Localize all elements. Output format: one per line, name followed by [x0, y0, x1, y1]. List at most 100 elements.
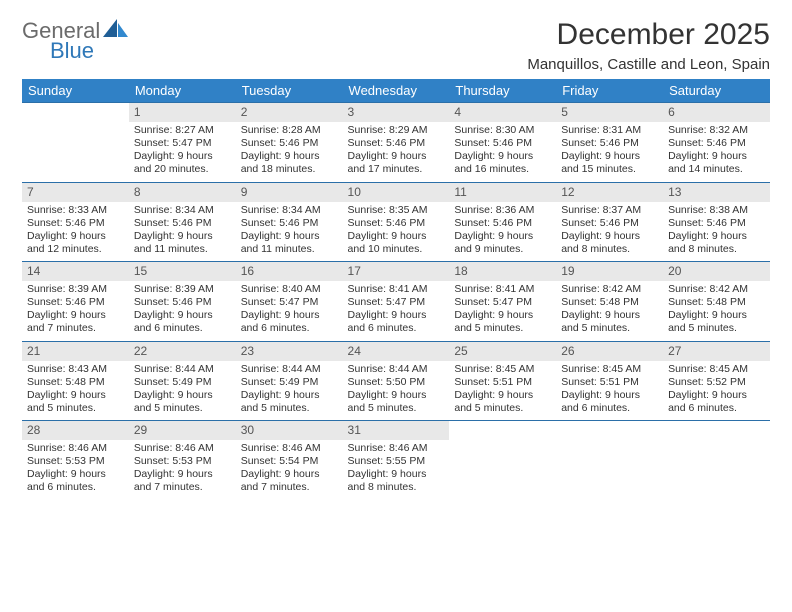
day-info-line: Daylight: 9 hours and 8 minutes. [668, 230, 765, 256]
day-info-line: Daylight: 9 hours and 9 minutes. [454, 230, 551, 256]
day-number: 2 [236, 103, 343, 122]
day-info-line: Sunset: 5:46 PM [134, 217, 231, 230]
day-info-line: Sunrise: 8:42 AM [561, 283, 658, 296]
day-info-line: Sunrise: 8:40 AM [241, 283, 338, 296]
day-info-line: Sunset: 5:53 PM [134, 455, 231, 468]
day-info-line: Sunrise: 8:31 AM [561, 124, 658, 137]
day-info-line: Sunset: 5:46 PM [27, 217, 124, 230]
day-info-line: Sunrise: 8:41 AM [348, 283, 445, 296]
day-info-line: Sunrise: 8:28 AM [241, 124, 338, 137]
day-info-line: Sunset: 5:46 PM [668, 217, 765, 230]
day-info-line: Sunset: 5:54 PM [241, 455, 338, 468]
day-number: 20 [663, 262, 770, 281]
day-number: 31 [343, 421, 450, 440]
day-info-line: Daylight: 9 hours and 7 minutes. [134, 468, 231, 494]
calendar-day-cell: 21Sunrise: 8:43 AMSunset: 5:48 PMDayligh… [22, 341, 129, 421]
calendar-day-cell: 8Sunrise: 8:34 AMSunset: 5:46 PMDaylight… [129, 182, 236, 262]
day-info-line: Daylight: 9 hours and 14 minutes. [668, 150, 765, 176]
calendar-day-cell: 18Sunrise: 8:41 AMSunset: 5:47 PMDayligh… [449, 262, 556, 342]
brand-logo: General Blue [22, 18, 129, 64]
day-info-line: Daylight: 9 hours and 15 minutes. [561, 150, 658, 176]
calendar-day-cell: 12Sunrise: 8:37 AMSunset: 5:46 PMDayligh… [556, 182, 663, 262]
day-info-line: Sunrise: 8:33 AM [27, 204, 124, 217]
day-info-line: Daylight: 9 hours and 8 minutes. [348, 468, 445, 494]
title-block: December 2025 Manquillos, Castille and L… [527, 18, 770, 73]
day-info-line: Sunrise: 8:45 AM [454, 363, 551, 376]
day-info-line: Sunrise: 8:36 AM [454, 204, 551, 217]
day-info-line: Sunrise: 8:45 AM [668, 363, 765, 376]
calendar-week-row: 1Sunrise: 8:27 AMSunset: 5:47 PMDaylight… [22, 103, 770, 183]
day-info-line: Daylight: 9 hours and 12 minutes. [27, 230, 124, 256]
day-info-line: Sunset: 5:46 PM [348, 137, 445, 150]
day-info-line: Sunset: 5:48 PM [668, 296, 765, 309]
calendar-body: 1Sunrise: 8:27 AMSunset: 5:47 PMDaylight… [22, 103, 770, 500]
day-info-line: Sunset: 5:47 PM [241, 296, 338, 309]
day-info-line: Daylight: 9 hours and 7 minutes. [241, 468, 338, 494]
calendar-day-cell: 4Sunrise: 8:30 AMSunset: 5:46 PMDaylight… [449, 103, 556, 183]
calendar-day-cell: 13Sunrise: 8:38 AMSunset: 5:46 PMDayligh… [663, 182, 770, 262]
day-number: 19 [556, 262, 663, 281]
calendar-day-cell: 17Sunrise: 8:41 AMSunset: 5:47 PMDayligh… [343, 262, 450, 342]
day-info-line: Daylight: 9 hours and 20 minutes. [134, 150, 231, 176]
calendar-day-cell: 20Sunrise: 8:42 AMSunset: 5:48 PMDayligh… [663, 262, 770, 342]
day-info-line: Daylight: 9 hours and 5 minutes. [27, 389, 124, 415]
calendar-day-cell: 7 Sunrise: 8:33 AMSunset: 5:46 PMDaylight… [22, 182, 129, 262]
day-number: 29 [129, 421, 236, 440]
day-number: 10 [343, 183, 450, 202]
day-number: 16 [236, 262, 343, 281]
day-info-line: Sunrise: 8:46 AM [134, 442, 231, 455]
weekday-header: Saturday [663, 79, 770, 103]
day-number: 5 [556, 103, 663, 122]
calendar-day-cell: 6Sunrise: 8:32 AMSunset: 5:46 PMDaylight… [663, 103, 770, 183]
day-info-line: Sunset: 5:47 PM [134, 137, 231, 150]
day-info-line: Daylight: 9 hours and 5 minutes. [454, 309, 551, 335]
day-info-line: Daylight: 9 hours and 6 minutes. [241, 309, 338, 335]
weekday-header-row: SundayMondayTuesdayWednesdayThursdayFrid… [22, 79, 770, 103]
day-number: 27 [663, 342, 770, 361]
calendar-day-cell: 1Sunrise: 8:27 AMSunset: 5:47 PMDaylight… [129, 103, 236, 183]
day-number: 15 [129, 262, 236, 281]
calendar-day-cell: 11Sunrise: 8:36 AMSunset: 5:46 PMDayligh… [449, 182, 556, 262]
day-info-line: Sunrise: 8:39 AM [134, 283, 231, 296]
calendar-week-row: 14Sunrise: 8:39 AMSunset: 5:46 PMDayligh… [22, 262, 770, 342]
weekday-header: Monday [129, 79, 236, 103]
calendar-day-cell [449, 421, 556, 500]
day-info-line: Sunrise: 8:27 AM [134, 124, 231, 137]
day-number: 23 [236, 342, 343, 361]
calendar-day-cell: 2Sunrise: 8:28 AMSunset: 5:46 PMDaylight… [236, 103, 343, 183]
day-number: 7 [22, 183, 129, 202]
weekday-header: Wednesday [343, 79, 450, 103]
day-info-line: Daylight: 9 hours and 11 minutes. [134, 230, 231, 256]
calendar-day-cell: 25Sunrise: 8:45 AMSunset: 5:51 PMDayligh… [449, 341, 556, 421]
day-info-line: Daylight: 9 hours and 5 minutes. [348, 389, 445, 415]
day-info-line: Sunset: 5:46 PM [454, 217, 551, 230]
weekday-header: Friday [556, 79, 663, 103]
day-info-line: Sunrise: 8:29 AM [348, 124, 445, 137]
day-info-line: Sunrise: 8:32 AM [668, 124, 765, 137]
day-info-line: Sunset: 5:49 PM [241, 376, 338, 389]
day-info-line: Daylight: 9 hours and 5 minutes. [561, 309, 658, 335]
calendar-week-row: 28Sunrise: 8:46 AMSunset: 5:53 PMDayligh… [22, 421, 770, 500]
weekday-header: Tuesday [236, 79, 343, 103]
day-info-line: Sunset: 5:46 PM [27, 296, 124, 309]
calendar-day-cell: 10Sunrise: 8:35 AMSunset: 5:46 PMDayligh… [343, 182, 450, 262]
calendar-week-row: 21Sunrise: 8:43 AMSunset: 5:48 PMDayligh… [22, 341, 770, 421]
day-info-line: Daylight: 9 hours and 6 minutes. [27, 468, 124, 494]
day-info-line: Sunset: 5:46 PM [348, 217, 445, 230]
calendar-day-cell: 19Sunrise: 8:42 AMSunset: 5:48 PMDayligh… [556, 262, 663, 342]
weekday-header: Thursday [449, 79, 556, 103]
day-info-line: Sunrise: 8:44 AM [134, 363, 231, 376]
calendar-day-cell: 9Sunrise: 8:34 AMSunset: 5:46 PMDaylight… [236, 182, 343, 262]
day-info-line: Daylight: 9 hours and 8 minutes. [561, 230, 658, 256]
day-info-line: Sunrise: 8:44 AM [348, 363, 445, 376]
day-info-line: Sunset: 5:55 PM [348, 455, 445, 468]
sail-icon [103, 19, 129, 44]
month-title: December 2025 [527, 18, 770, 52]
day-info-line: Daylight: 9 hours and 17 minutes. [348, 150, 445, 176]
day-info-line: Daylight: 9 hours and 6 minutes. [134, 309, 231, 335]
calendar-day-cell: 29 Sunrise: 8:46 AMSunset: 5:53 PMDayligh… [129, 421, 236, 500]
brand-text-blue: Blue [50, 38, 94, 64]
day-info-line: Daylight: 9 hours and 18 minutes. [241, 150, 338, 176]
day-info-line: Sunrise: 8:46 AM [241, 442, 338, 455]
day-number [663, 421, 770, 440]
